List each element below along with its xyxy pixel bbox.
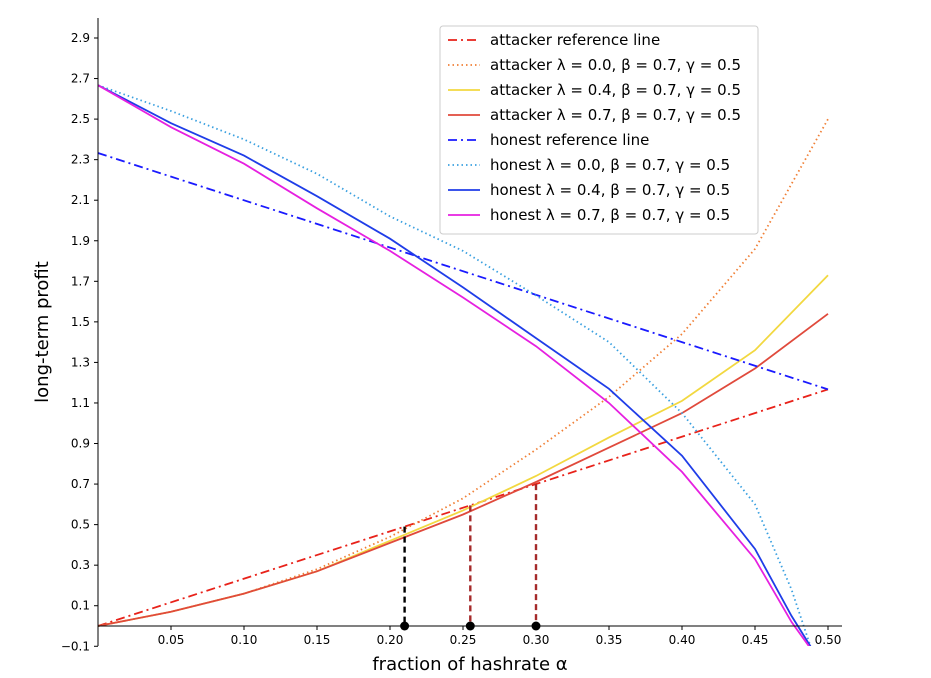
y-tick-label: 1.3 (71, 355, 90, 369)
y-tick-label: 2.5 (71, 112, 90, 126)
series-line-0 (98, 388, 829, 627)
legend-box (439, 25, 759, 235)
legend-label-3: attacker λ = 0.7, β = 0.7, γ = 0.5 (490, 106, 741, 124)
x-tick-label: 0.25 (450, 633, 477, 647)
y-tick-label: 0.9 (71, 437, 90, 451)
axes: 0.05 0.10 0.15 0.20 0.25 0.30 0.35 0.40 0.45 0.50… (32, 18, 842, 675)
y-tick-label: 2.3 (71, 153, 90, 167)
y-tick-label: −0.1 (61, 639, 90, 653)
y-tick-label: 1.1 (71, 396, 90, 410)
series-line-3 (98, 313, 829, 627)
y-tick-label: 0.3 (71, 558, 90, 572)
legend-label-6: honest λ = 0.4, β = 0.7, γ = 0.5 (490, 181, 730, 199)
y-tick-label: 1.7 (71, 274, 90, 288)
y-tick-label: 2.9 (71, 31, 90, 45)
legend: attacker reference line attacker λ = 0.0,… (439, 25, 759, 235)
y-tick-label: 1.5 (71, 315, 90, 329)
legend-label-0: attacker reference line (490, 31, 660, 49)
y-tick-label: 0.5 (71, 518, 90, 532)
legend-label-7: honest λ = 0.7, β = 0.7, γ = 0.5 (490, 206, 730, 224)
legend-label-5: honest λ = 0.0, β = 0.7, γ = 0.5 (490, 156, 730, 174)
x-tick-label: 0.30 (523, 633, 550, 647)
series-line-2 (98, 274, 829, 627)
x-axis-label: fraction of hashrate α (372, 654, 567, 675)
y-tick-label: 2.1 (71, 193, 90, 207)
x-tick-label: 0.05 (158, 633, 185, 647)
series-line-6 (98, 84, 812, 646)
y-tick-label: 2.7 (71, 72, 90, 86)
x-tick-label: 0.35 (596, 633, 623, 647)
y-tick-label: 1.9 (71, 234, 90, 248)
x-tick-label: 0.10 (231, 633, 258, 647)
series-line-4 (98, 152, 829, 391)
legend-label-4: honest reference line (490, 131, 649, 149)
plot-lines (98, 84, 829, 646)
x-tick-label: 0.50 (815, 633, 842, 647)
y-tick-label: 0.7 (71, 477, 90, 491)
x-tick-label: 0.15 (304, 633, 331, 647)
threshold-markers (400, 484, 541, 631)
series-line-7 (98, 84, 810, 646)
legend-label-2: attacker λ = 0.4, β = 0.7, γ = 0.5 (490, 81, 741, 99)
legend-label-1: attacker λ = 0.0, β = 0.7, γ = 0.5 (490, 56, 741, 74)
y-tick-label: 0.1 (71, 599, 90, 613)
x-tick-label: 0.20 (377, 633, 404, 647)
x-tick-label: 0.40 (669, 633, 696, 647)
x-tick-label: 0.45 (742, 633, 769, 647)
y-axis-label: long-term profit (32, 261, 53, 403)
